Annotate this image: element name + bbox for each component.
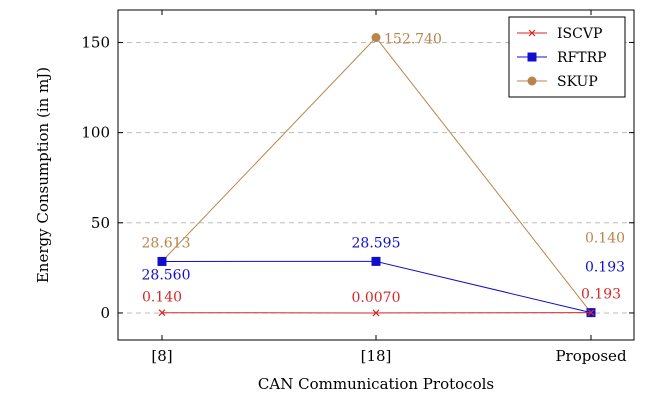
y-tick-label: 0 bbox=[100, 304, 110, 322]
legend-entry-rftrp: RFTRP bbox=[557, 50, 607, 66]
data-point-iscvp bbox=[372, 309, 380, 317]
data-labels-group: 0.140 0.0070 0.193 28.560 28.595 0.193 28.613 1… bbox=[142, 32, 626, 306]
data-point-iscvp bbox=[587, 309, 595, 317]
legend-entry-iscvp: ISCVP bbox=[557, 26, 602, 42]
data-label-iscvp: 0.193 bbox=[581, 287, 621, 303]
plot-frame bbox=[117, 9, 635, 341]
y-axis-ticks: 0 50 100 150 bbox=[81, 33, 634, 322]
x-tick-label: Proposed bbox=[555, 347, 627, 365]
series-group bbox=[157, 33, 596, 318]
x-axis-label: CAN Communication Protocols bbox=[258, 375, 494, 393]
y-tick-label: 150 bbox=[81, 33, 110, 51]
data-label-rftrp: 0.193 bbox=[585, 260, 625, 276]
data-point-iscvp bbox=[158, 309, 166, 317]
data-label-iscvp: 0.140 bbox=[142, 290, 182, 306]
y-axis-label: Energy Consumption (in mJ) bbox=[34, 67, 52, 283]
x-tick-label: [18] bbox=[361, 347, 392, 365]
y-tick-label: 100 bbox=[81, 124, 110, 142]
legend-marker-rftrp bbox=[527, 52, 537, 62]
legend-marker-iscvp bbox=[528, 29, 536, 37]
legend: ISCVP RFTRP SKUP bbox=[508, 16, 626, 98]
data-label-skup: 0.140 bbox=[585, 231, 625, 247]
data-point-rftrp bbox=[371, 256, 381, 266]
y-tick-label: 50 bbox=[91, 214, 110, 232]
x-tick-label: [8] bbox=[151, 347, 172, 365]
data-point-rftrp bbox=[157, 256, 167, 266]
legend-entry-skup: SKUP bbox=[557, 74, 598, 90]
x-axis-ticks: [8] [18] Proposed bbox=[151, 10, 627, 365]
data-label-skup: 28.613 bbox=[142, 235, 191, 251]
data-label-rftrp: 28.560 bbox=[142, 267, 191, 283]
legend-marker-skup bbox=[527, 76, 537, 86]
data-label-skup: 152.740 bbox=[384, 32, 442, 48]
data-label-rftrp: 28.595 bbox=[352, 235, 401, 251]
data-point-skup bbox=[371, 33, 381, 43]
data-label-iscvp: 0.0070 bbox=[352, 290, 401, 306]
